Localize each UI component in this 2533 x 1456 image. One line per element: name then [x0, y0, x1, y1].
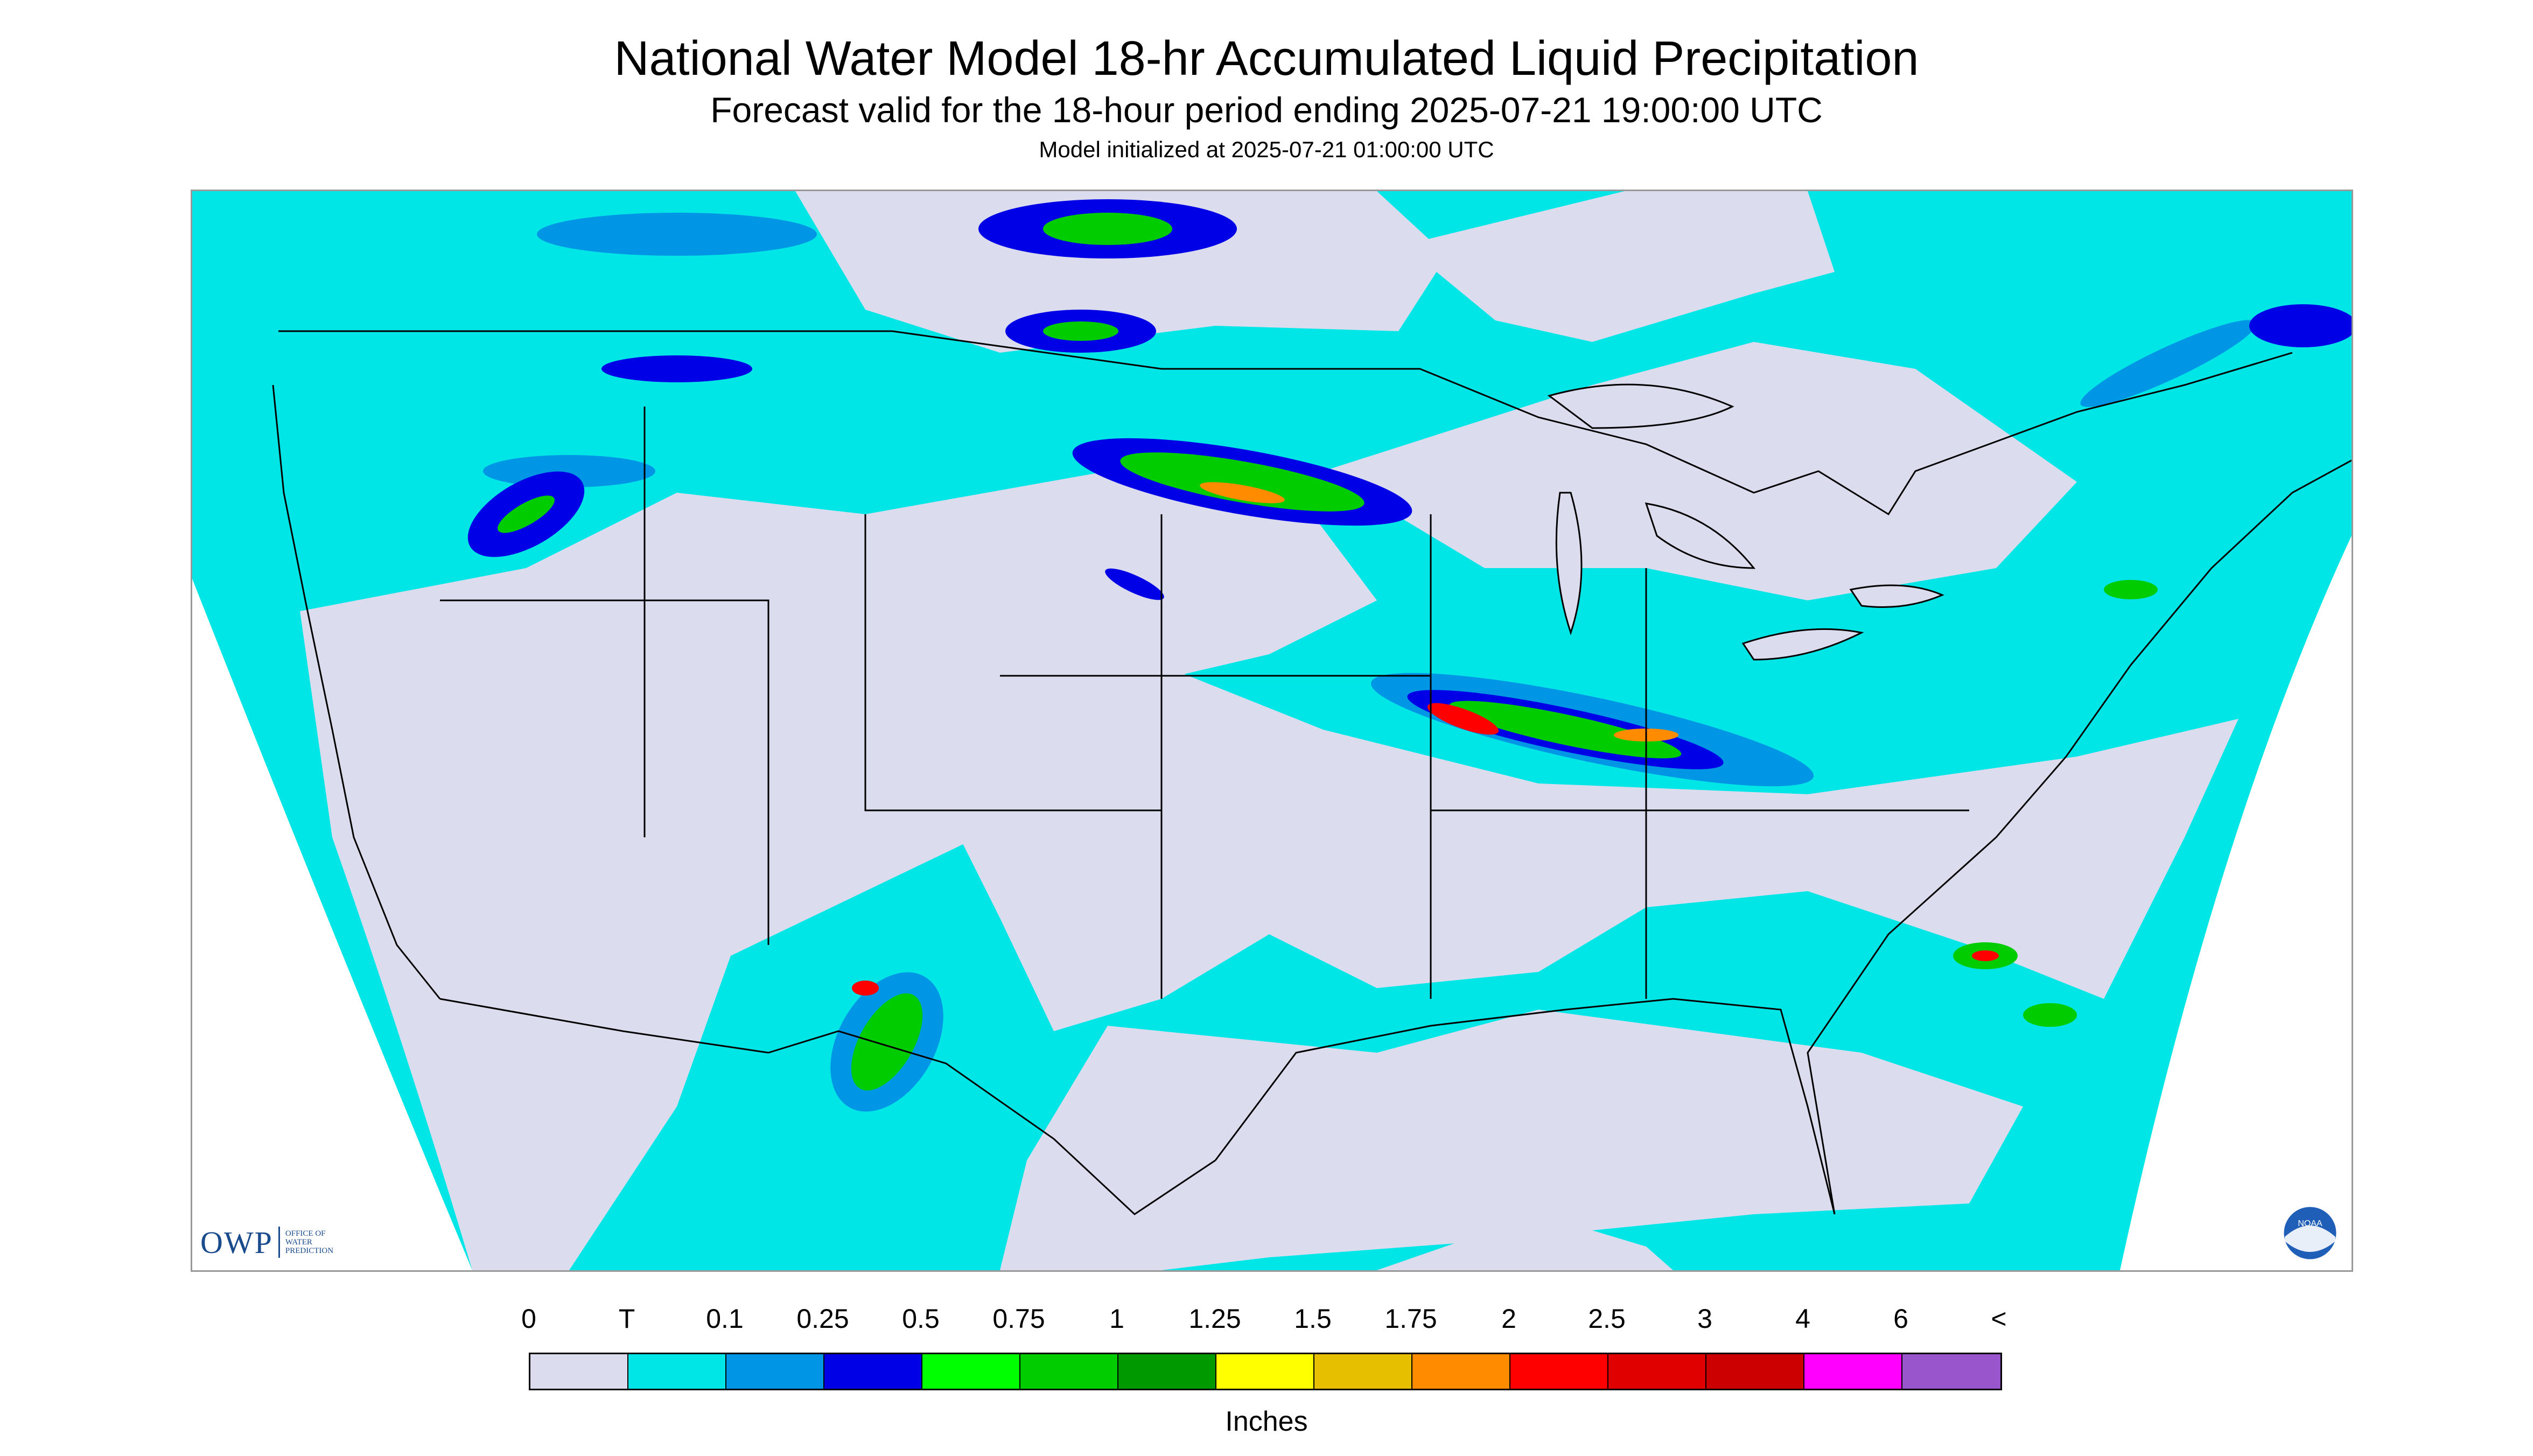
- legend-label: 0.25: [796, 1304, 849, 1334]
- legend-swatch: [1510, 1354, 1608, 1389]
- legend-label: 3: [1697, 1304, 1712, 1334]
- legend-label: 0.1: [706, 1304, 744, 1334]
- legend-swatch: [1706, 1354, 1804, 1389]
- owp-logo: OWP OFFICE OF WATER PREDICTION: [200, 1223, 333, 1261]
- no-precip-areas: [300, 191, 2238, 1270]
- precipitation-map: [191, 190, 2353, 1272]
- legend-units-label: Inches: [1225, 1406, 1308, 1437]
- legend-swatch: [1314, 1354, 1412, 1389]
- legend-label: 4: [1795, 1304, 1810, 1334]
- map-title: National Water Model 18-hr Accumulated L…: [614, 32, 1919, 86]
- legend-label: 0.5: [902, 1304, 940, 1334]
- legend-label: T: [618, 1304, 635, 1334]
- legend-swatch: [922, 1354, 1020, 1389]
- noaa-logo-text: NOAA: [2298, 1219, 2322, 1228]
- legend-label: 1.5: [1294, 1304, 1332, 1334]
- legend-swatch: [1902, 1354, 2000, 1389]
- legend-label: 6: [1893, 1304, 1908, 1334]
- legend-swatch: [1216, 1354, 1314, 1389]
- precip-bands: [467, 199, 2352, 1112]
- legend-swatch: [1804, 1354, 1902, 1389]
- owp-logo-letters: OWP: [200, 1224, 273, 1260]
- legend-label: 1.25: [1188, 1304, 1241, 1334]
- legend-swatch: [1608, 1354, 1706, 1389]
- owp-logo-line: OFFICE OF: [285, 1229, 326, 1238]
- legend-swatch: [628, 1354, 726, 1389]
- legend-swatch: [1412, 1354, 1510, 1389]
- legend-swatch: [1020, 1354, 1118, 1389]
- legend-swatch: [726, 1354, 824, 1389]
- model-init-line: Model initialized at 2025-07-21 01:00:00…: [1039, 137, 1494, 162]
- owp-logo-line: WATER: [285, 1238, 312, 1247]
- legend-swatch: [530, 1354, 628, 1389]
- map-canvas: [192, 191, 2352, 1270]
- legend-label: 1: [1109, 1304, 1124, 1334]
- noaa-logo-wave: [2285, 1226, 2335, 1252]
- noaa-logo: NOAA: [2282, 1205, 2338, 1261]
- owp-logo-line: PREDICTION: [285, 1247, 334, 1255]
- legend-label: 0.75: [992, 1304, 1045, 1334]
- legend-label: 0: [521, 1304, 536, 1334]
- legend-swatch: [824, 1354, 922, 1389]
- legend-color-bar: [529, 1353, 2002, 1390]
- legend-label: 1.75: [1384, 1304, 1437, 1334]
- legend-label: <: [1991, 1304, 2007, 1334]
- legend-label: 2: [1501, 1304, 1516, 1334]
- map-subtitle: Forecast valid for the 18-hour period en…: [710, 90, 1823, 130]
- legend-swatch: [1118, 1354, 1216, 1389]
- great-lakes: [1547, 383, 1944, 661]
- owp-logo-text: OFFICE OF WATER PREDICTION: [285, 1229, 333, 1255]
- owp-logo-divider: [278, 1227, 280, 1258]
- legend-label: 2.5: [1588, 1304, 1626, 1334]
- legend-labels: 0 T 0.1 0.25 0.5 0.75 1 1.25 1.5 1.75 2 …: [0, 1303, 2533, 1335]
- map-boundaries: [272, 330, 2352, 1215]
